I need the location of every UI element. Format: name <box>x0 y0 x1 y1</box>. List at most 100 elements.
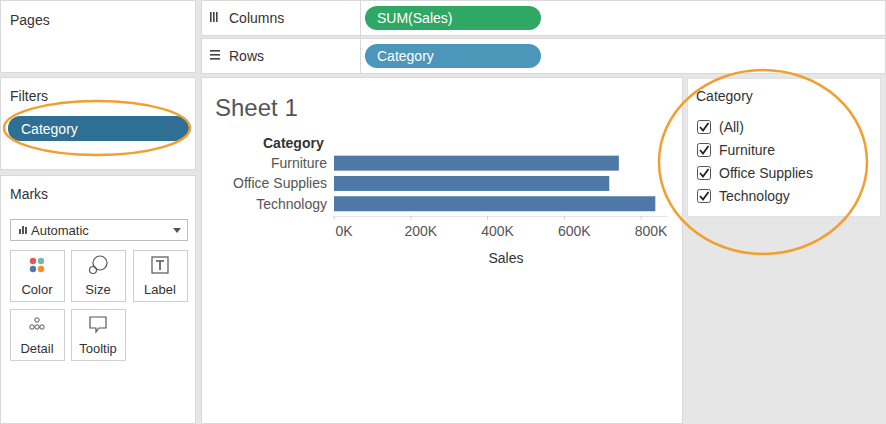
highlight-ellipse <box>4 101 190 155</box>
x-tick-label: 800K <box>635 223 668 239</box>
icon-part <box>213 12 215 22</box>
filter-item-label: Furniture <box>719 142 775 158</box>
shelf-divider <box>360 0 361 74</box>
button-frame <box>11 251 65 302</box>
bars <box>334 156 655 212</box>
columns-label: Columns <box>229 10 284 26</box>
filter-card <box>688 79 881 217</box>
marks-card <box>1 176 196 424</box>
icon-part <box>210 12 212 22</box>
icon-part <box>210 50 220 52</box>
filters-label: Filters <box>10 88 48 104</box>
icon-part <box>210 58 220 60</box>
icon-part <box>90 317 106 332</box>
x-tick-label: 400K <box>481 223 514 239</box>
filter-card-title: Category <box>696 88 753 104</box>
background <box>0 0 886 424</box>
filter-item-label: Technology <box>719 188 790 204</box>
app-window: Pages Filters Category Marks Automatic Color S… <box>0 0 886 424</box>
sheet-view <box>202 78 683 424</box>
pages-label: Pages <box>10 12 50 28</box>
icon-part <box>30 258 36 264</box>
x-axis-title: Sales <box>488 250 523 266</box>
checkbox[interactable] <box>698 144 711 157</box>
button-frame <box>72 251 126 302</box>
bar <box>334 156 619 171</box>
icon-part <box>35 325 39 329</box>
checkmark <box>700 169 709 177</box>
mark-button-label: Size <box>85 282 110 297</box>
columns-shelf <box>202 1 886 36</box>
marks-label: Marks <box>10 186 48 202</box>
mark-button[interactable]: Color <box>11 251 65 302</box>
button-frame <box>134 251 188 302</box>
mark-button-label: Label <box>144 282 176 297</box>
columns-icon <box>210 12 218 22</box>
icon-part <box>210 54 220 56</box>
x-tick <box>487 216 488 220</box>
mark-button-label: Color <box>21 282 53 297</box>
y-axis-title: Category <box>263 135 324 151</box>
icon-part <box>216 12 218 22</box>
x-tick <box>641 216 642 220</box>
icon-part <box>22 226 24 234</box>
icon-part <box>40 325 44 329</box>
filter-item-label: Office Supplies <box>719 165 813 181</box>
rows-label: Rows <box>229 48 264 64</box>
icon-part <box>38 266 44 272</box>
dropdown-arrow <box>173 228 181 233</box>
screenshot: Pages Filters Category Marks Automatic Color S… <box>0 0 886 424</box>
rows-pill[interactable] <box>365 44 541 68</box>
checkmark <box>700 192 709 200</box>
columns-pill-text: SUM(Sales) <box>377 10 452 26</box>
category-label: Office Supplies <box>233 175 327 191</box>
checkbox[interactable] <box>698 121 711 134</box>
filter-pill-text: Category <box>21 121 78 137</box>
filters-card <box>1 78 196 170</box>
highlight-ellipse <box>659 70 867 254</box>
category-label: Technology <box>256 196 327 212</box>
icon-part <box>156 261 164 270</box>
button-frame <box>11 310 65 361</box>
bar <box>334 196 655 211</box>
filter-item[interactable]: Furniture <box>698 142 776 158</box>
filter-pill[interactable] <box>8 116 189 141</box>
pages-card <box>1 1 196 73</box>
x-tick-label: 600K <box>558 223 591 239</box>
filter-item[interactable]: Office Supplies <box>698 165 813 181</box>
x-tick <box>564 216 565 220</box>
x-axis-line <box>334 216 668 217</box>
rows-icon <box>210 50 220 60</box>
icon-part <box>90 267 97 274</box>
mark-button[interactable]: Label <box>134 251 188 302</box>
checkbox[interactable] <box>698 167 711 180</box>
icon-part <box>25 227 27 234</box>
button-frame <box>72 310 126 361</box>
filter-item[interactable]: (All) <box>698 119 744 135</box>
checkmark <box>700 146 709 154</box>
mark-type-text: Automatic <box>31 223 89 238</box>
mark-button-label: Tooltip <box>79 341 117 356</box>
bar <box>334 176 609 191</box>
icon-part <box>30 325 34 329</box>
mark-button-label: Detail <box>20 341 53 356</box>
x-tick <box>334 216 335 220</box>
icon-part <box>35 318 39 322</box>
checkbox[interactable] <box>698 190 711 203</box>
rows-shelf <box>202 39 886 74</box>
icon-part <box>152 257 168 273</box>
x-tick-label: 0K <box>335 223 353 239</box>
icon-part <box>38 258 44 264</box>
columns-pill[interactable] <box>365 6 541 30</box>
checkmark <box>700 123 709 131</box>
mark-button[interactable]: Size <box>72 251 126 302</box>
mark-type-dropdown[interactable] <box>11 220 188 241</box>
icon-part <box>19 229 21 234</box>
mark-button[interactable]: Tooltip <box>72 310 126 361</box>
x-tick-label: 200K <box>404 223 437 239</box>
category-label: Furniture <box>271 155 327 171</box>
rows-pill-text: Category <box>377 48 434 64</box>
icon-part <box>30 266 36 272</box>
mark-button[interactable]: Detail <box>11 310 65 361</box>
filter-item[interactable]: Technology <box>698 188 790 204</box>
